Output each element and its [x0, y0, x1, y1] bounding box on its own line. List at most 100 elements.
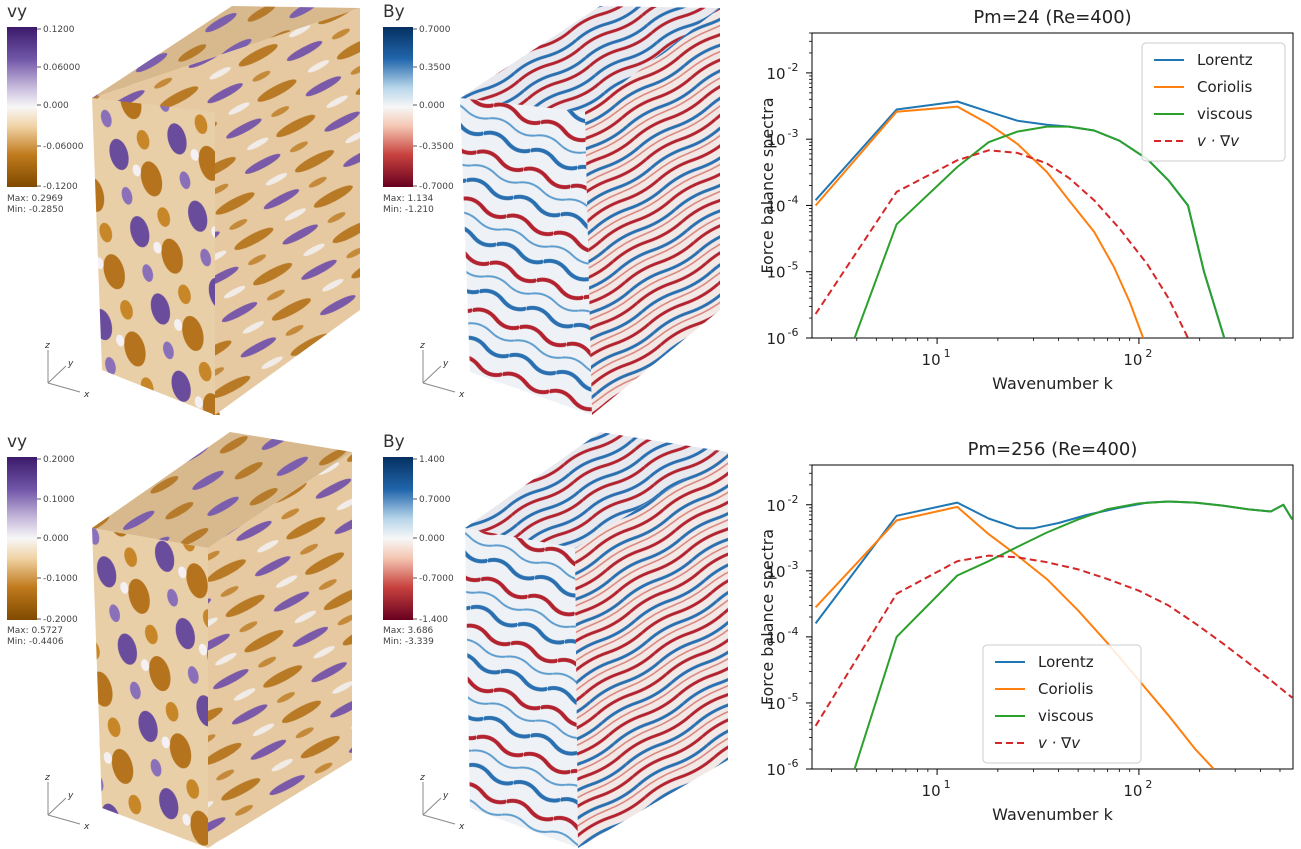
y-tick-label: 10 — [766, 695, 785, 713]
y-tick-exponent: -3 — [788, 127, 799, 140]
colorbar-tick: -0.3500 — [419, 142, 454, 152]
data-min: Min: -3.339 — [383, 637, 434, 647]
series-line-v-v — [814, 149, 1189, 338]
triad-label: z — [419, 773, 425, 783]
legend-box — [982, 644, 1142, 764]
data-max: Max: 1.134 — [383, 194, 434, 204]
legend-label: v · ∇v — [1038, 734, 1081, 752]
colorbar-gradient — [383, 27, 413, 187]
x-tick-exponent: 2 — [1145, 778, 1152, 791]
colorbar-tick: -0.1200 — [43, 182, 78, 192]
force-balance-plot-bottom: 10 1 10 210 -610 -510 -410 -310 -2Pm=256 (Re=400… — [758, 439, 1294, 824]
legend-label: Coriolis — [1038, 680, 1093, 698]
legend-label: Lorentz — [1038, 653, 1094, 671]
y-tick-label: 10 — [766, 330, 785, 348]
series-line-viscous — [853, 500, 1293, 769]
colorbar-tick: 0.2000 — [43, 455, 75, 465]
colorbar-vy-bottom: vy 0.2000 0.1000 0.000 -0.1000 -0.2000 M… — [7, 432, 78, 647]
x-tick-exponent: 1 — [944, 347, 951, 360]
axes-triad-icon — [47, 350, 81, 393]
legend-box — [1141, 42, 1286, 162]
box-top-face — [460, 6, 720, 112]
triad-label: z — [419, 341, 425, 351]
y-tick-exponent: -5 — [788, 691, 799, 704]
colorbar-gradient — [7, 457, 37, 620]
colorbar-title: By — [383, 432, 405, 452]
colorbar-tick: 0.1200 — [43, 25, 75, 35]
triad-label: x — [83, 390, 90, 400]
colorbar-tick: 0.7000 — [419, 25, 451, 35]
colorbar-tick: 1.400 — [419, 455, 445, 465]
by-volume-render-bottom — [465, 432, 728, 848]
y-tick-label: 10 — [766, 131, 785, 149]
box-front-face — [585, 8, 720, 415]
colorbar-tick: 0.000 — [419, 101, 445, 111]
plot-title: Pm=256 (Re=400) — [968, 439, 1138, 460]
legend-label: Lorentz — [1197, 51, 1253, 69]
y-tick-exponent: -5 — [788, 260, 799, 273]
box-left-face — [92, 528, 208, 848]
box-left-face — [465, 528, 578, 848]
axes-triad-icon — [422, 782, 456, 825]
triad-label: y — [442, 359, 449, 369]
colorbar-tick: -0.7000 — [419, 182, 454, 192]
colorbar-tick: -0.1000 — [43, 574, 78, 584]
x-tick-exponent: 1 — [944, 778, 951, 791]
y-tick-label: 10 — [766, 65, 785, 83]
colorbar-title: By — [383, 2, 405, 22]
colorbar-tick: -0.06000 — [43, 142, 84, 152]
box-front-face — [208, 452, 352, 848]
colorbar-tick: -0.2000 — [43, 615, 78, 625]
force-balance-plot-top: 10 1 10 210 -610 -510 -410 -310 -2Pm=24 (Re=400)… — [758, 7, 1294, 393]
triad-label: z — [44, 773, 50, 783]
plot-title: Pm=24 (Re=400) — [973, 7, 1131, 28]
y-tick-exponent: -6 — [788, 757, 799, 770]
y-axis-label: Force balance spectra — [758, 529, 777, 705]
colorbar-title: vy — [7, 432, 27, 452]
colorbar-title: vy — [7, 2, 27, 22]
y-tick-exponent: -3 — [788, 559, 799, 572]
series-line-viscous — [853, 125, 1226, 338]
colorbar-tick: 0.000 — [43, 534, 69, 544]
series-group — [814, 100, 1226, 338]
colorbar-tick: 0.7000 — [419, 495, 451, 505]
colorbar-by-bottom: By 1.400 0.7000 0.000 -0.7000 -1.400 Max… — [383, 432, 454, 647]
colorbar-vy-top: vy 0.1200 0.06000 0.000 -0.06000 -0.1200… — [7, 2, 84, 215]
colorbar-gradient — [383, 457, 413, 620]
x-tick-label: 10 — [922, 351, 941, 369]
colorbar-tick: -0.7000 — [419, 574, 454, 584]
y-tick-label: 10 — [766, 197, 785, 215]
colorbar-tick: -1.400 — [419, 615, 448, 625]
by-volume-render-top — [460, 6, 720, 415]
x-tick-exponent: 2 — [1145, 347, 1152, 360]
colorbar-tick: 0.000 — [43, 101, 69, 111]
triad-label: x — [83, 822, 90, 832]
colorbar-tick: 0.000 — [419, 534, 445, 544]
data-min: Min: -0.2850 — [7, 205, 64, 215]
y-tick-label: 10 — [766, 563, 785, 581]
data-max: Max: 0.2969 — [7, 194, 63, 204]
triad-label: x — [458, 822, 465, 832]
triad-label: y — [67, 359, 74, 369]
y-axis-label: Force balance spectra — [758, 97, 777, 273]
axes-triad-icon — [422, 350, 456, 393]
y-tick-exponent: -4 — [788, 625, 799, 638]
box-top-face — [465, 432, 728, 548]
data-min: Min: -1.210 — [383, 205, 434, 215]
y-tick-exponent: -2 — [788, 493, 799, 506]
series-line-lorentz — [814, 500, 1293, 625]
x-tick-label: 10 — [922, 782, 941, 800]
x-axis-label: Wavenumber k — [992, 805, 1113, 824]
vy-volume-render-bottom — [92, 432, 352, 848]
triad-label: y — [67, 791, 74, 801]
legend-label: v · ∇v — [1197, 132, 1240, 150]
data-min: Min: -0.4406 — [7, 637, 64, 647]
y-tick-label: 10 — [766, 264, 785, 282]
box-top-face — [92, 6, 360, 98]
y-tick-exponent: -4 — [788, 193, 799, 206]
data-max: Max: 0.5727 — [7, 626, 63, 636]
series-group — [814, 500, 1293, 769]
box-top-face — [92, 432, 352, 548]
x-tick-label: 10 — [1123, 782, 1142, 800]
